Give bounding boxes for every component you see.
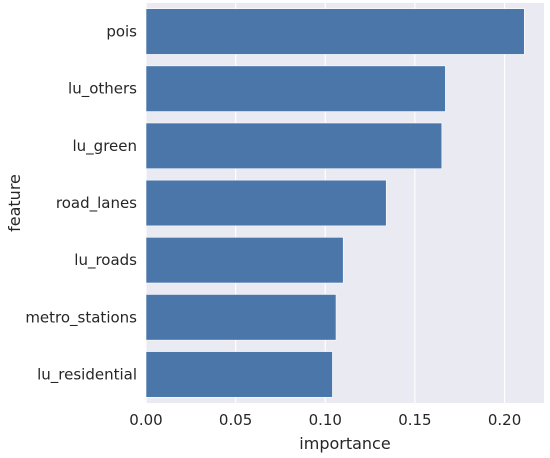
bar-lu-green <box>145 122 443 170</box>
x-tick-label-1: 0.05 <box>219 411 252 429</box>
x-tick-label-4: 0.20 <box>488 411 521 429</box>
x-tick-labels: 0.00 0.05 0.10 0.15 0.20 <box>129 411 521 429</box>
y-tick-label-road-lanes: road_lanes <box>56 194 137 213</box>
bars <box>145 8 525 398</box>
y-tick-label-lu-roads: lu_roads <box>74 251 137 270</box>
y-tick-label-lu-others: lu_others <box>68 80 137 99</box>
y-tick-label-lu-residential: lu_residential <box>37 365 137 384</box>
bar-lu-roads <box>145 236 344 284</box>
bar-lu-residential <box>145 351 333 398</box>
y-tick-label-pois: pois <box>106 23 137 41</box>
bar-pois <box>145 8 525 55</box>
y-tick-labels: pois lu_others lu_green road_lanes lu_roadsm… <box>25 23 137 385</box>
y-tick-label-metro-stations: metro_stations <box>25 308 137 327</box>
x-tick-label-2: 0.10 <box>309 411 342 429</box>
bar-metro-stations <box>145 294 337 341</box>
x-tick-label-3: 0.15 <box>398 411 431 429</box>
x-tick-label-0: 0.00 <box>129 411 162 429</box>
x-axis-label: importance <box>299 434 390 453</box>
y-tick-label-lu-green: lu_green <box>73 137 138 156</box>
bar-lu-others <box>145 65 446 112</box>
bar-road-lanes <box>145 179 387 227</box>
y-axis-label: feature <box>5 174 24 232</box>
